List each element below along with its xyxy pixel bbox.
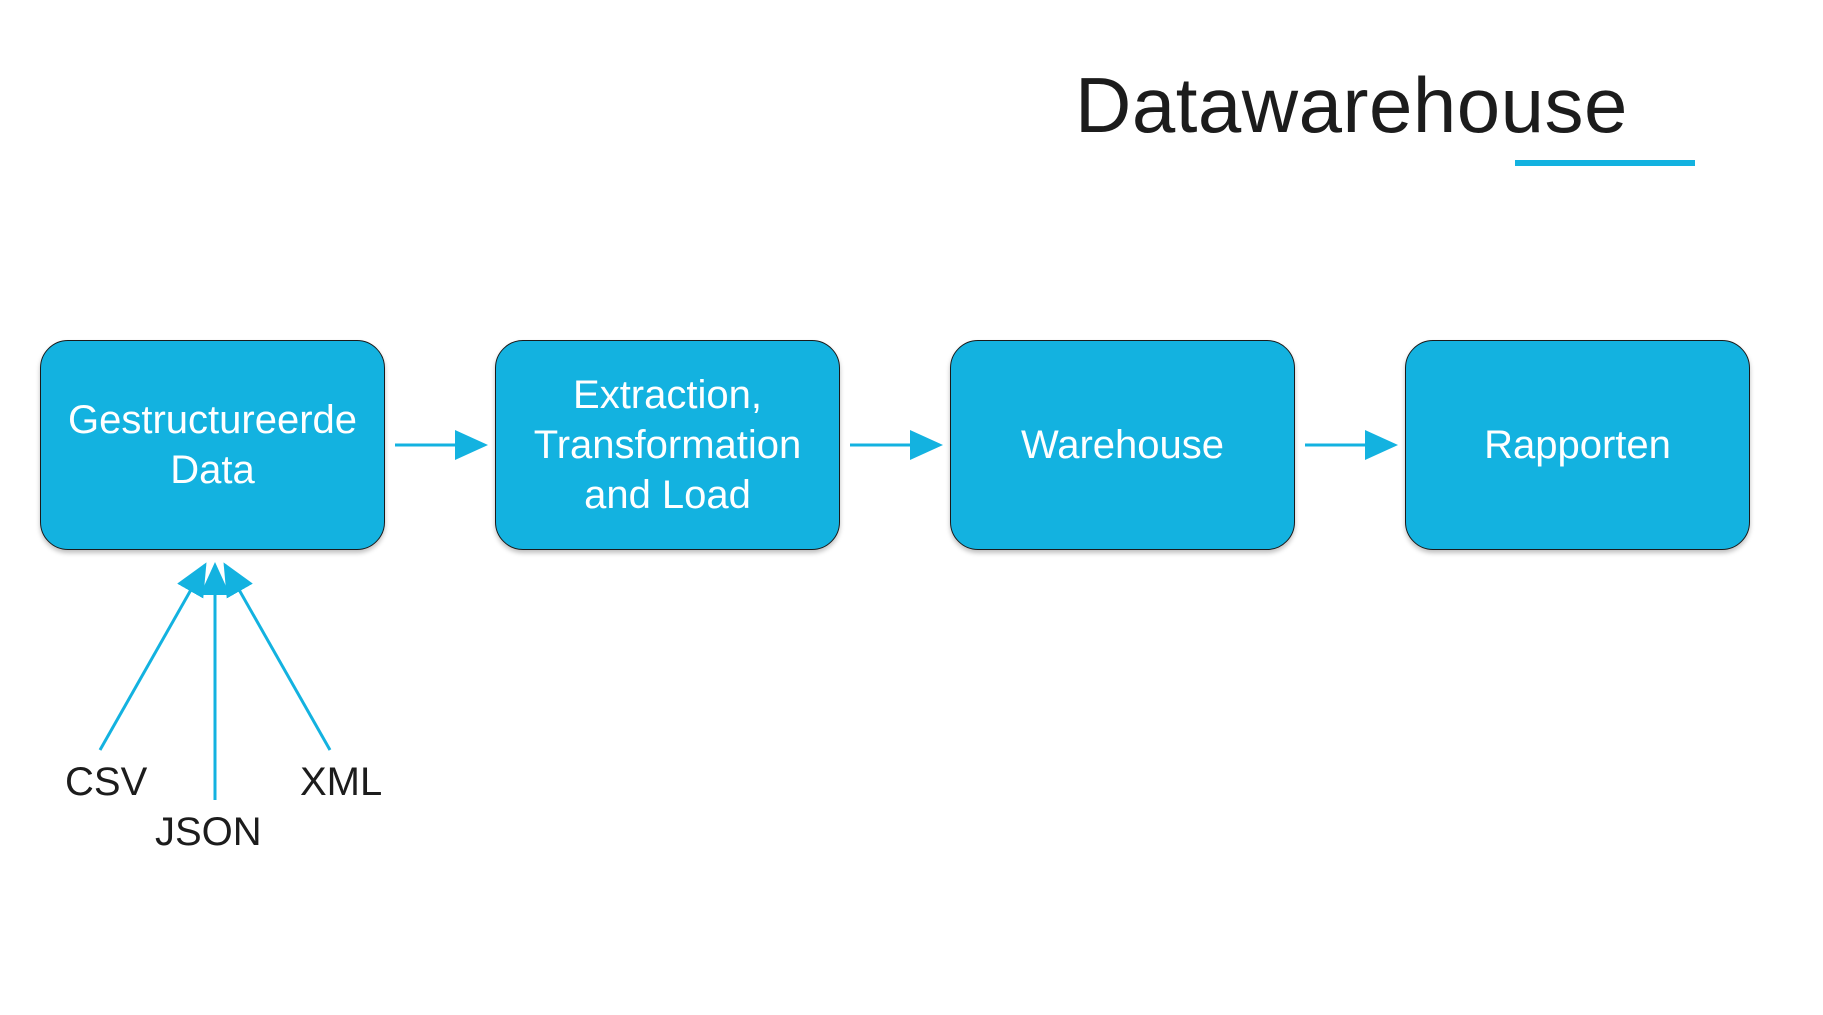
flow-node-label: Gestructureerde Data — [61, 395, 364, 495]
flow-node-label: Warehouse — [1021, 420, 1224, 470]
flow-node-n2: Extraction, Transformation and Load — [495, 340, 840, 550]
flow-node-label: Extraction, Transformation and Load — [516, 370, 819, 520]
flow-node-n4: Rapporten — [1405, 340, 1750, 550]
input-arrow-xml — [225, 565, 330, 750]
input-label-xml: XML — [300, 760, 382, 805]
input-label-csv: CSV — [65, 760, 147, 805]
flow-node-n1: Gestructureerde Data — [40, 340, 385, 550]
flow-node-label: Rapporten — [1484, 420, 1671, 470]
flow-node-n3: Warehouse — [950, 340, 1295, 550]
input-arrow-csv — [100, 565, 205, 750]
input-label-json: JSON — [155, 810, 262, 855]
